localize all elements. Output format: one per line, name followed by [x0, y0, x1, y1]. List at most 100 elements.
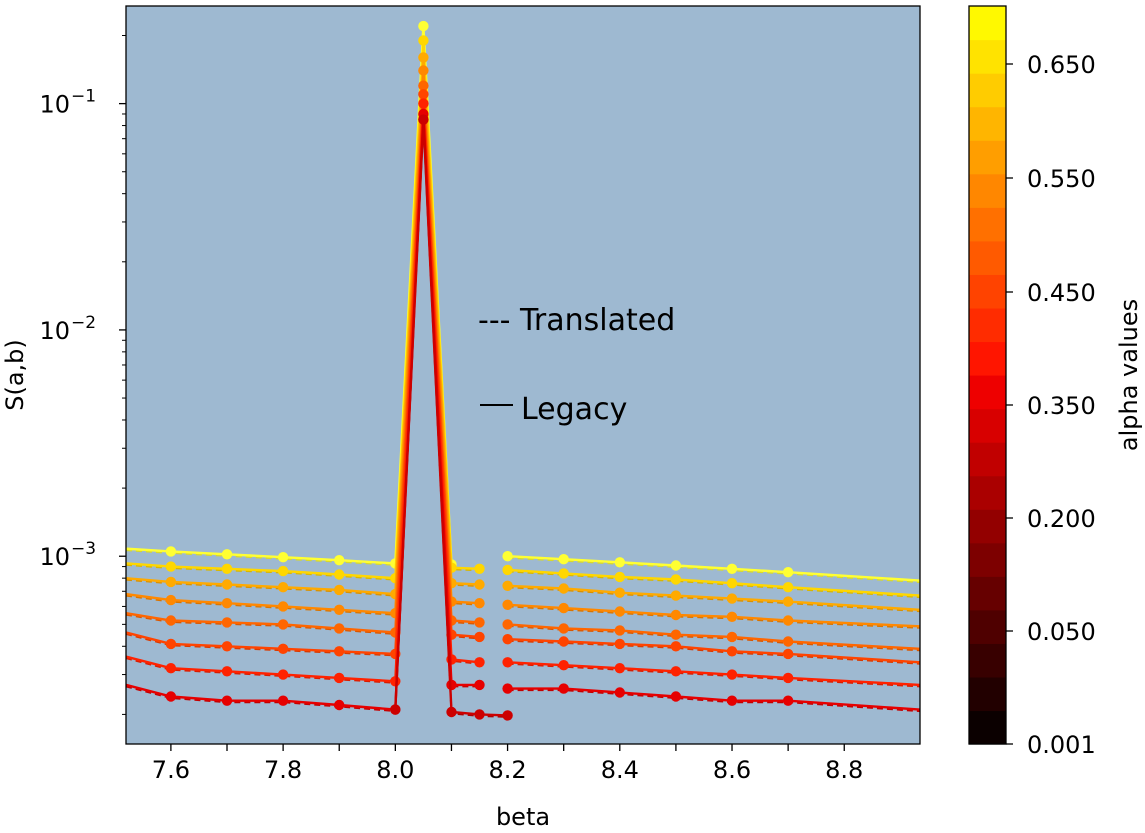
legend-label-translated: --- Translated	[478, 303, 675, 338]
y-axis-label: S(a,b)	[1, 339, 29, 411]
series-5-right-point-0	[502, 634, 513, 645]
colorbar-label: alpha values	[1115, 299, 1143, 451]
series-2-right-point-5	[782, 596, 794, 607]
series-5-left-point-4	[334, 646, 345, 657]
colorbar-band-7	[969, 475, 1006, 510]
series-layer	[126, 20, 920, 721]
series-3-right-point-1	[558, 602, 569, 614]
series-8-left-point-2	[446, 706, 457, 718]
series-3-right-point-2	[614, 606, 625, 617]
y-tick-label-0: 10	[39, 543, 70, 571]
colorbar-band-4	[969, 576, 1006, 611]
colorbar-tick-label-4: 0.450	[1027, 279, 1096, 307]
colorbar-tick-label-5: 0.550	[1027, 165, 1096, 193]
series-3-left-point-3	[277, 601, 289, 612]
series-1-left-point-8	[474, 563, 485, 574]
y-axis: 10−310−210−1	[39, 34, 126, 715]
colorbar-band-12	[969, 307, 1006, 343]
series-4-right-point-1	[558, 623, 569, 634]
series-7-left-point-2	[221, 695, 233, 706]
series-5-right-point-4	[726, 646, 738, 657]
colorbar-band-2	[969, 643, 1006, 678]
series-3-left-point-8	[474, 598, 485, 609]
colorbar-band-14	[969, 240, 1006, 275]
series-1-right-point-4	[726, 578, 738, 589]
series-5-right-point-1	[558, 636, 569, 647]
series-4-right-point-2	[614, 625, 625, 636]
series-2-right-point-2	[614, 587, 625, 598]
colorbar-tick-label-3: 0.350	[1027, 392, 1096, 420]
series-6-left-point-6	[418, 98, 429, 109]
colorbar-band-16	[969, 173, 1006, 208]
series-4-left-point-2	[221, 617, 233, 628]
series-2-left-point-4	[334, 584, 345, 596]
colorbar-band-13	[969, 274, 1006, 309]
series-2-left-point-8	[474, 579, 485, 590]
colorbar-band-15	[969, 207, 1006, 242]
colorbar-band-1	[969, 676, 1006, 712]
x-tick-label-3: 8.2	[488, 756, 526, 784]
series-0-left-point-2	[221, 549, 233, 560]
series-4-left-point-8	[474, 617, 485, 628]
series-2-left-point-6	[418, 52, 429, 63]
series-1-left-point-6	[418, 35, 429, 46]
series-0-left-point-6	[418, 20, 429, 32]
legend: --- Translated Legacy	[478, 303, 675, 427]
series-5-right-point-3	[670, 641, 682, 652]
series-0-right-point-1	[558, 554, 569, 565]
series-0-left-point-4	[334, 555, 345, 566]
colorbar-band-17	[969, 140, 1006, 175]
colorbar-tick-label-2: 0.200	[1027, 505, 1096, 533]
series-3-right-point-4	[726, 611, 738, 622]
series-1-right-point-5	[782, 582, 794, 593]
series-0-right-point-0	[502, 551, 513, 562]
series-0-left-point-1	[165, 546, 177, 557]
series-8-left-point-4	[502, 710, 513, 721]
series-5-left-point-6	[418, 89, 429, 100]
colorbar-band-11	[969, 341, 1006, 376]
series-4-left-point-6	[418, 80, 429, 91]
series-7-right-point-5	[782, 695, 794, 706]
series-5-right-point-5	[782, 648, 794, 660]
colorbar-band-9	[969, 408, 1006, 443]
series-5-left-point-3	[277, 643, 289, 654]
series-3-left-point-6	[418, 65, 429, 76]
y-tick-label-exp-1: −2	[71, 313, 96, 333]
x-tick-label-6: 8.8	[825, 756, 863, 784]
colorbar-tick-label-6: 0.650	[1027, 51, 1096, 79]
series-1-left-point-1	[165, 561, 177, 572]
series-0-left-translated-line	[126, 27, 453, 566]
series-0-left-point-3	[277, 552, 289, 563]
series-6-left-point-4	[334, 672, 345, 684]
series-7-left-point-8	[474, 679, 485, 691]
series-7-right-point-2	[614, 687, 625, 698]
series-0-right-point-4	[726, 563, 738, 574]
x-axis-label: beta	[496, 803, 550, 829]
colorbar-band-18	[969, 106, 1006, 141]
colorbar-band-3	[969, 609, 1006, 644]
series-3-left-point-2	[221, 598, 233, 609]
x-tick-label-2: 8.0	[376, 756, 414, 784]
plot-frame	[125, 5, 921, 745]
series-7-left-point-3	[277, 695, 289, 706]
colorbar-band-5	[969, 542, 1006, 577]
y-tick-label-2: 10	[39, 91, 70, 119]
series-4-right-point-5	[782, 636, 794, 647]
colorbar: 0.001 0.050 0.200 0.350 0.450 0.550 0.650	[969, 6, 1096, 759]
series-7-right-point-3	[670, 691, 682, 702]
series-6-right-point-5	[782, 672, 794, 684]
series-3-right-point-0	[502, 599, 513, 610]
series-2-left-point-2	[221, 579, 233, 590]
series-6-right-point-2	[614, 663, 625, 674]
series-2-right-point-3	[670, 590, 682, 601]
colorbar-band-10	[969, 375, 1006, 410]
series-1-left-point-3	[277, 565, 289, 577]
series-7-left-point-1	[165, 691, 177, 702]
x-tick-label-0: 7.6	[152, 756, 190, 784]
series-5-left-point-1	[165, 638, 177, 650]
series-6-left-point-8	[474, 657, 485, 668]
series-6-right-point-3	[670, 666, 682, 677]
series-0-right-point-2	[614, 557, 625, 568]
